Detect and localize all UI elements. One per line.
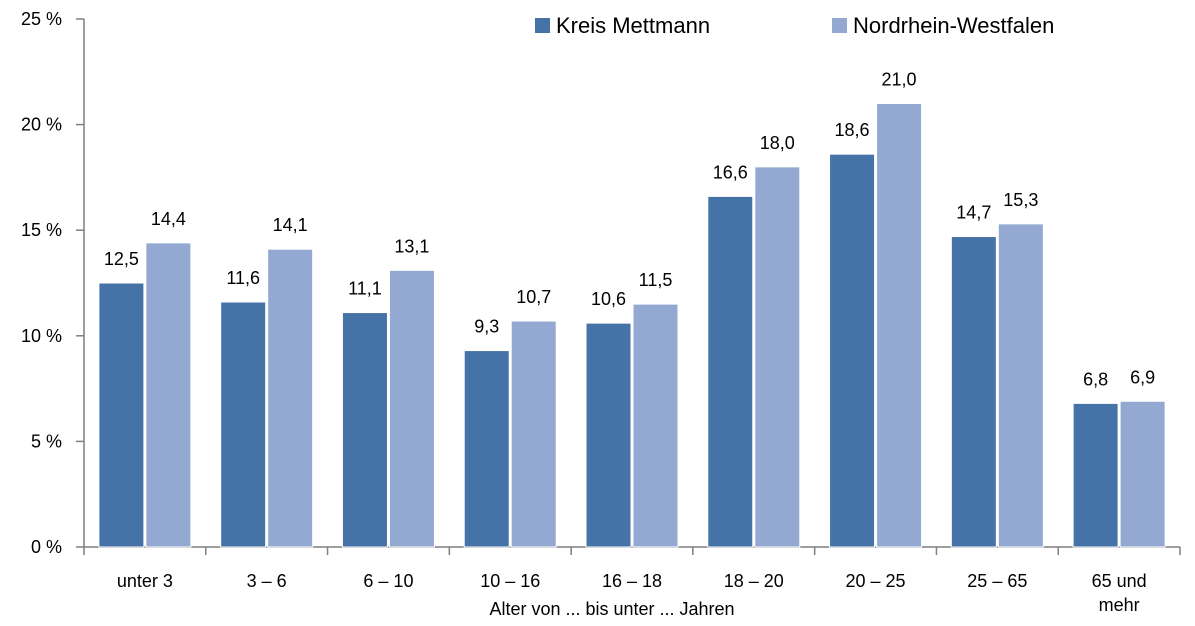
x-tick-label: 16 – 18	[602, 571, 662, 591]
y-tick-label: 0 %	[31, 537, 62, 557]
bar-nrw	[510, 320, 557, 548]
y-tick-label: 15 %	[21, 220, 62, 240]
bar-kreis-mettmann	[1072, 402, 1119, 548]
bar-nrw	[267, 248, 314, 548]
x-tick-label: 3 – 6	[247, 571, 287, 591]
legend-swatch	[535, 18, 550, 33]
data-label: 11,5	[639, 270, 673, 290]
x-axis-title: Alter von ... bis unter ... Jahren	[489, 599, 734, 619]
y-tick-label: 20 %	[21, 115, 62, 135]
data-label: 12,5	[104, 249, 139, 269]
bar-kreis-mettmann	[585, 322, 632, 548]
x-tick-label: 18 – 20	[724, 571, 784, 591]
bar-kreis-mettmann	[341, 312, 388, 548]
data-label: 10,7	[516, 287, 551, 307]
bar-nrw	[1119, 400, 1166, 548]
y-tick-label: 5 %	[31, 431, 62, 451]
bar-kreis-mettmann	[950, 236, 997, 548]
bars	[98, 102, 1166, 548]
bar-kreis-mettmann	[220, 301, 267, 548]
bar-nrw	[997, 223, 1044, 548]
data-label: 14,7	[956, 203, 991, 223]
data-label: 21,0	[882, 69, 917, 89]
x-tick-label: 25 – 65	[967, 571, 1027, 591]
data-label: 15,3	[1003, 190, 1038, 210]
x-tick-label: 65 und mehr	[1092, 571, 1147, 615]
data-label: 6,8	[1083, 369, 1108, 389]
data-labels: 12,5 11,6 11,1 9,3 10,6 16,6 18,6 14,7 6,8 14,4 14…	[104, 69, 1155, 389]
data-label: 14,4	[151, 209, 186, 229]
bar-nrw	[754, 166, 801, 548]
x-tick-label: unter 3	[117, 571, 173, 591]
data-label: 10,6	[591, 289, 626, 309]
data-label: 13,1	[394, 236, 429, 256]
data-label: 11,6	[226, 268, 260, 288]
bar-nrw	[632, 303, 679, 548]
bar-nrw	[388, 269, 435, 548]
bar-kreis-mettmann	[463, 350, 510, 548]
data-label: 18,0	[760, 133, 795, 153]
data-label: 18,6	[835, 120, 870, 140]
legend-label: Nordrhein-Westfalen	[853, 13, 1054, 38]
legend: Kreis Mettmann Nordrhein-Westfalen	[535, 13, 1054, 38]
axes: 0 % 5 % 10 % 15 % 20 % 25 % unter 3 3 – 6 6 – 10…	[21, 9, 1181, 615]
legend-label: Kreis Mettmann	[556, 13, 710, 38]
y-tick-label: 10 %	[21, 326, 62, 346]
legend-swatch	[832, 18, 847, 33]
x-tick-label: 20 – 25	[846, 571, 906, 591]
bar-nrw	[876, 102, 923, 548]
bar-kreis-mettmann	[98, 282, 145, 548]
data-label: 16,6	[713, 162, 748, 182]
data-label: 9,3	[474, 317, 499, 337]
x-tick-label: 10 – 16	[480, 571, 540, 591]
data-label: 6,9	[1130, 367, 1155, 387]
data-label: 11,1	[348, 279, 382, 299]
bar-kreis-mettmann	[707, 195, 754, 548]
bar-nrw	[145, 242, 192, 548]
y-tick-label: 25 %	[21, 9, 62, 29]
data-label: 14,1	[273, 215, 308, 235]
x-tick-label: 6 – 10	[363, 571, 413, 591]
bar-kreis-mettmann	[829, 153, 876, 548]
